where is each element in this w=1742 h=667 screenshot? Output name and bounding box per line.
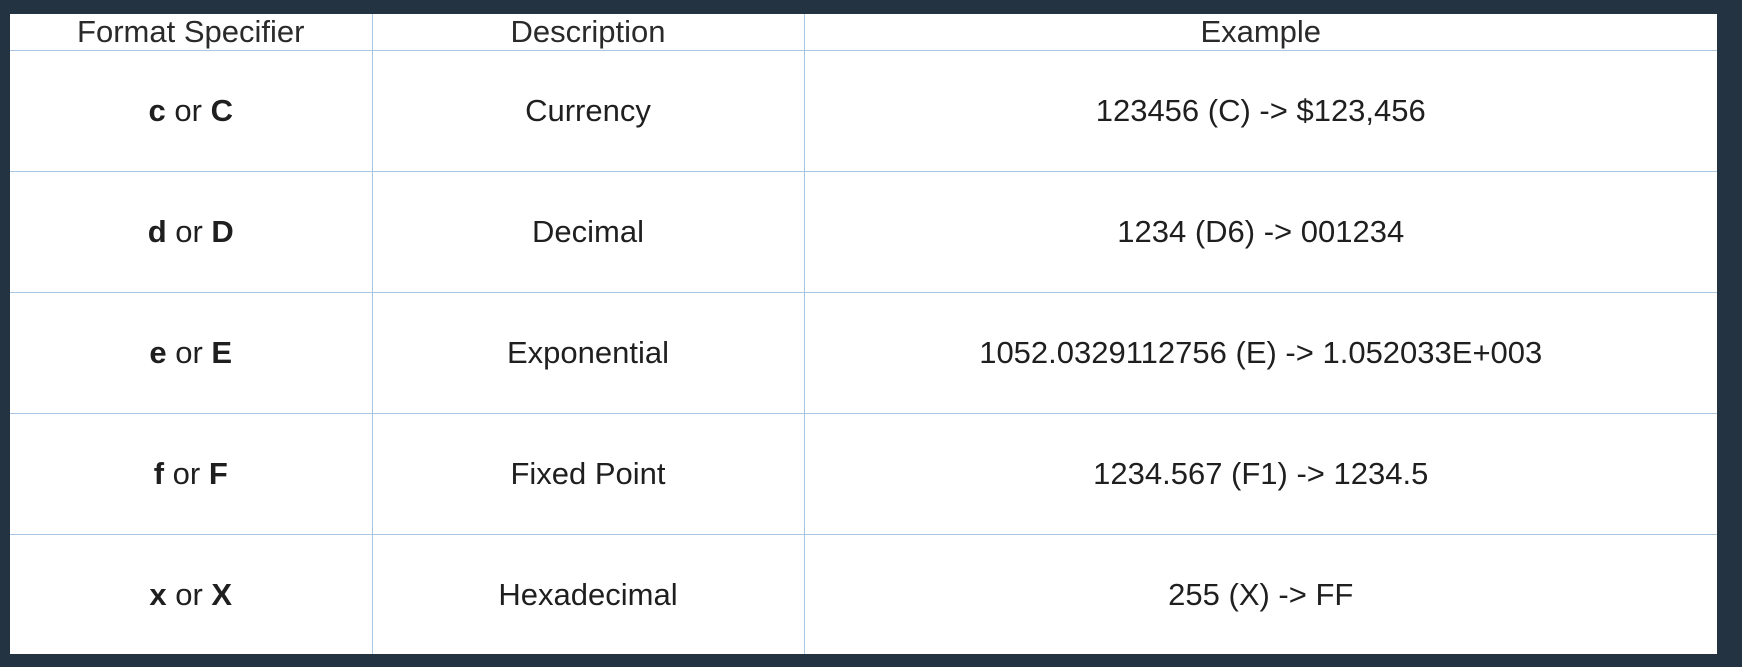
example-cell: 255 (X) -> FF [803,534,1717,654]
table-row: d or D Decimal 1234 (D6) -> 001234 [10,171,1717,294]
example-cell: 123456 (C) -> $123,456 [803,49,1717,173]
example-cell: 1234 (D6) -> 001234 [803,171,1717,294]
table-row: f or F Fixed Point 1234.567 (F1) -> 1234… [10,413,1717,536]
format-specifier-cell: f or F [10,413,373,536]
header-description: Description [371,14,805,51]
table-row: x or X Hexadecimal 255 (X) -> FF [10,534,1717,654]
specifier-upper: E [211,335,233,371]
specifier-joiner: or [166,335,212,371]
specifier-joiner: or [164,456,209,492]
format-specifier-cell: x or X [10,534,373,654]
header-example: Example [803,14,1717,51]
specifier-joiner: or [166,214,212,250]
table-row: c or C Currency 123456 (C) -> $123,456 [10,49,1717,173]
specifier-upper: X [211,576,233,612]
format-specifier-table: Format Specifier Description Example c o… [10,14,1717,654]
table-row: e or E Exponential 1052.0329112756 (E) -… [10,292,1717,415]
format-specifier-cell: e or E [10,292,373,415]
specifier-lower: f [153,456,165,492]
description-cell: Fixed Point [371,413,805,536]
specifier-lower: c [148,93,166,128]
example-cell: 1234.567 (F1) -> 1234.5 [803,413,1717,536]
format-specifier-cell: d or D [10,171,373,294]
description-cell: Exponential [371,292,805,415]
format-specifier-table-panel: Format Specifier Description Example c o… [10,14,1717,654]
description-cell: Currency [371,49,805,173]
specifier-lower: x [149,576,167,612]
specifier-lower: d [147,214,167,250]
description-cell: Decimal [371,171,805,294]
header-format-specifier: Format Specifier [10,14,373,51]
specifier-lower: e [149,335,167,371]
description-cell: Hexadecimal [371,534,805,654]
specifier-joiner: or [165,93,211,128]
specifier-upper: C [210,93,233,128]
specifier-upper: D [211,214,234,250]
specifier-upper: F [208,456,228,492]
format-specifier-cell: c or C [10,49,373,173]
specifier-joiner: or [166,576,212,612]
example-cell: 1052.0329112756 (E) -> 1.052033E+003 [803,292,1717,415]
table-header-row: Format Specifier Description Example [10,14,1717,51]
